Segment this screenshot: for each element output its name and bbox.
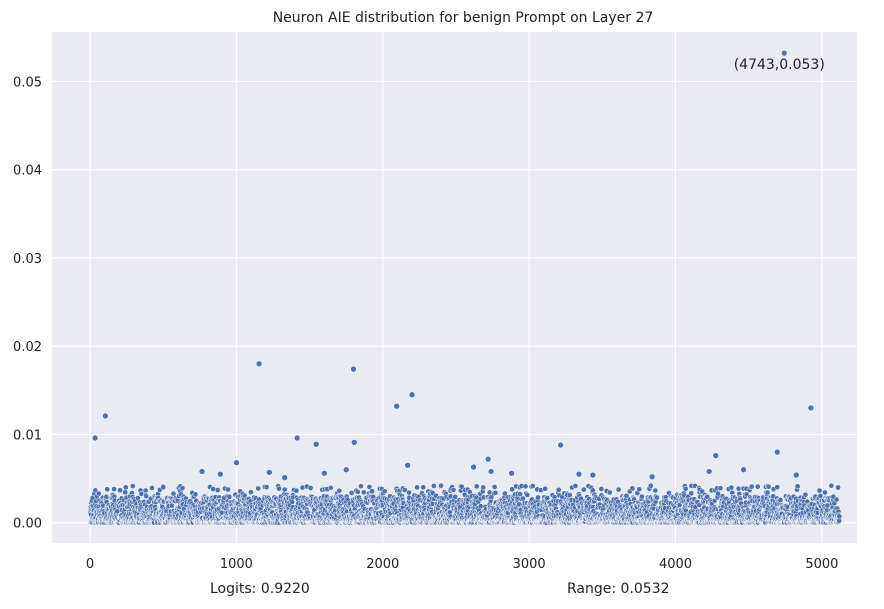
data-point — [765, 483, 772, 490]
data-point — [170, 490, 177, 497]
data-point — [572, 483, 579, 489]
data-point — [728, 484, 735, 491]
data-point — [192, 491, 199, 498]
data-point — [491, 484, 498, 490]
data-point — [581, 486, 587, 493]
data-point — [114, 508, 120, 515]
data-point — [263, 484, 270, 490]
data-point — [529, 483, 536, 489]
data-point — [160, 484, 167, 491]
data-point — [143, 493, 149, 499]
data-point — [615, 486, 622, 493]
data-point — [248, 489, 254, 496]
data-points — [87, 49, 843, 526]
data-point — [117, 487, 123, 494]
data-point — [307, 485, 314, 491]
data-point — [555, 487, 562, 493]
data-point — [535, 494, 541, 501]
data-point — [149, 485, 155, 491]
data-point — [450, 487, 457, 493]
data-point — [103, 493, 110, 500]
data-point — [293, 487, 300, 494]
data-point — [473, 483, 480, 490]
data-point — [348, 490, 355, 496]
data-point — [522, 483, 529, 490]
data-point — [381, 488, 388, 495]
data-point — [544, 495, 551, 501]
data-point — [598, 486, 605, 492]
data-point — [480, 484, 487, 491]
data-point — [542, 485, 548, 492]
data-point — [652, 487, 659, 494]
data-point — [369, 488, 375, 495]
data-point — [358, 483, 364, 490]
data-point — [281, 486, 288, 493]
data-point — [492, 489, 499, 496]
data-point — [354, 488, 361, 495]
data-point — [225, 486, 231, 493]
data-point — [638, 493, 645, 500]
data-point — [764, 489, 771, 496]
data-point — [606, 489, 613, 496]
data-point — [802, 491, 809, 498]
data-point — [179, 485, 186, 491]
data-point — [647, 482, 654, 489]
data-point — [774, 484, 781, 491]
data-point — [524, 492, 531, 498]
data-point — [794, 483, 801, 490]
data-point — [636, 486, 643, 493]
data-point — [327, 484, 334, 491]
data-point — [92, 487, 99, 494]
data-point — [255, 485, 262, 492]
data-point — [169, 502, 175, 509]
data-point — [748, 483, 755, 490]
data-point — [754, 483, 761, 490]
data-point — [715, 490, 721, 497]
data-point — [210, 486, 216, 492]
data-point — [654, 494, 660, 501]
data-point — [735, 485, 742, 492]
data-point — [477, 503, 484, 510]
data-point — [226, 493, 233, 500]
data-point — [111, 486, 117, 492]
data-point — [122, 489, 129, 496]
data-point — [414, 484, 420, 491]
data-point — [129, 483, 136, 489]
data-point — [276, 485, 282, 492]
data-point — [360, 489, 367, 496]
plot-area — [52, 32, 857, 543]
data-point — [104, 486, 111, 493]
data-point — [717, 485, 724, 492]
data-point — [517, 491, 523, 497]
data-point — [122, 484, 129, 491]
data-point — [214, 487, 221, 493]
data-point — [431, 483, 437, 489]
data-point — [438, 482, 444, 489]
data-point — [777, 497, 784, 503]
data-point — [95, 490, 102, 497]
data-point — [420, 484, 427, 491]
data-point — [629, 485, 636, 492]
data-point — [406, 489, 412, 496]
data-point — [682, 485, 689, 492]
data-point — [336, 487, 343, 494]
data-point — [688, 490, 695, 497]
